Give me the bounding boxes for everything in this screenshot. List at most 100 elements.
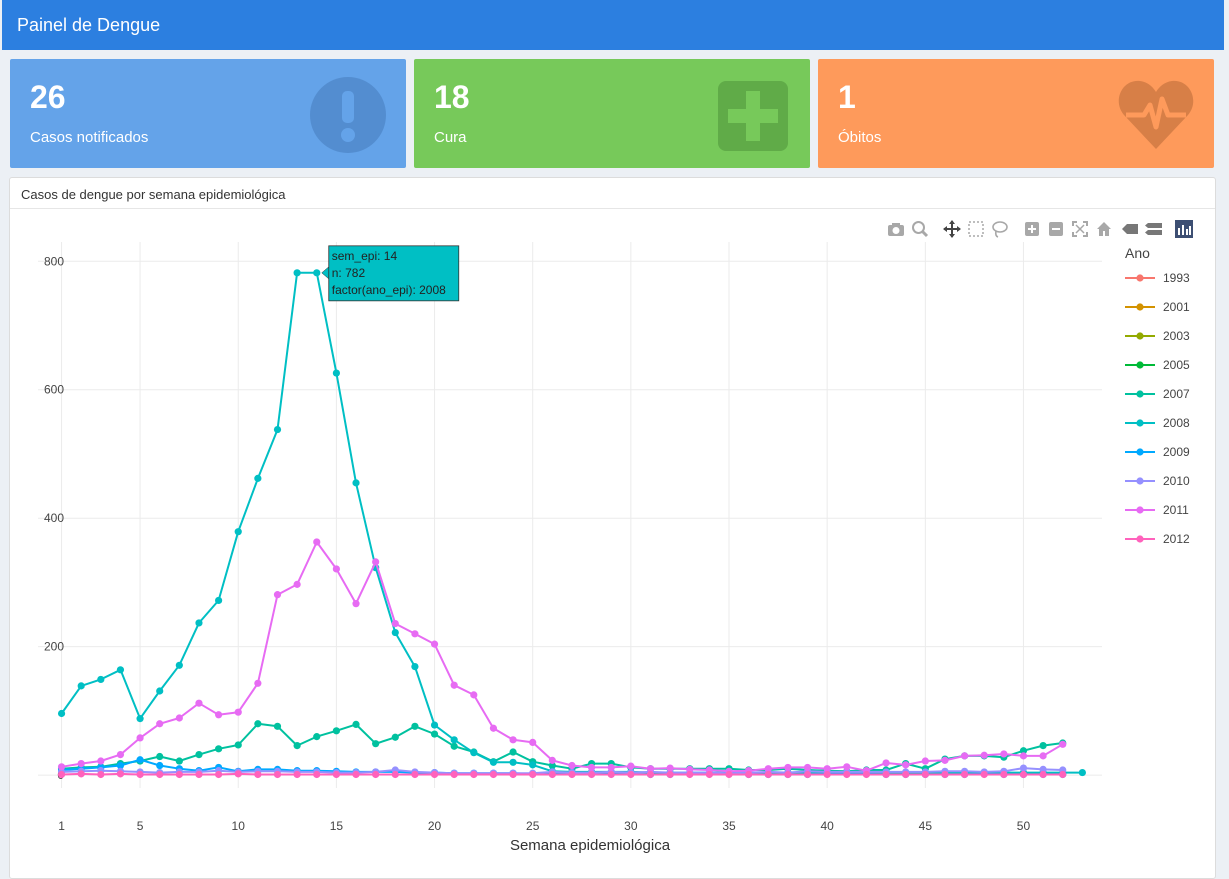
data-point-2012[interactable] [254,771,261,778]
data-point-2008[interactable] [333,369,340,376]
hover-compare-icon[interactable] [1145,223,1162,235]
data-point-2008[interactable] [352,479,359,486]
data-point-2008[interactable] [431,721,438,728]
data-point-2011[interactable] [490,725,497,732]
data-point-2012[interactable] [588,771,595,778]
data-point-2011[interactable] [176,714,183,721]
data-point-2012[interactable] [509,771,516,778]
data-point-2012[interactable] [568,771,575,778]
data-point-2011[interactable] [804,764,811,771]
data-point-2012[interactable] [745,771,752,778]
data-point-2012[interactable] [411,771,418,778]
data-point-2011[interactable] [254,680,261,687]
data-point-2012[interactable] [215,771,222,778]
data-point-2012[interactable] [647,771,654,778]
legend-item-2007[interactable]: 2007 [1163,387,1190,401]
zoom-in-icon[interactable] [1025,222,1039,236]
data-point-2012[interactable] [1020,771,1027,778]
data-point-2008[interactable] [313,269,320,276]
data-point-2012[interactable] [725,771,732,778]
data-point-2011[interactable] [117,751,124,758]
data-point-2012[interactable] [961,771,968,778]
data-point-2011[interactable] [274,591,281,598]
data-point-2011[interactable] [156,720,163,727]
data-point-2008[interactable] [529,761,536,768]
data-point-2008[interactable] [156,687,163,694]
data-point-2012[interactable] [352,771,359,778]
legend-swatch-marker[interactable] [1136,332,1143,339]
data-point-2012[interactable] [78,770,85,777]
data-point-2012[interactable] [706,771,713,778]
data-point-2011[interactable] [1059,741,1066,748]
data-point-2007[interactable] [235,741,242,748]
data-point-2007[interactable] [509,748,516,755]
data-point-2012[interactable] [136,771,143,778]
data-point-2012[interactable] [1059,771,1066,778]
legend-item-2005[interactable]: 2005 [1163,358,1190,372]
data-point-2012[interactable] [941,771,948,778]
data-point-2007[interactable] [431,730,438,737]
box-select-icon[interactable] [969,222,983,236]
data-point-2008[interactable] [117,666,124,673]
legend-item-2009[interactable]: 2009 [1163,445,1190,459]
data-point-2007[interactable] [372,740,379,747]
data-point-2011[interactable] [195,700,202,707]
data-point-2011[interactable] [922,757,929,764]
data-point-2012[interactable] [97,771,104,778]
data-point-2012[interactable] [470,771,477,778]
data-point-2007[interactable] [215,745,222,752]
data-point-2012[interactable] [490,771,497,778]
data-point-2011[interactable] [843,763,850,770]
data-point-2008[interactable] [235,528,242,535]
data-point-2011[interactable] [529,739,536,746]
series-line-2008[interactable] [62,273,1083,773]
data-point-2011[interactable] [431,641,438,648]
data-point-2008[interactable] [411,663,418,670]
data-point-2010[interactable] [1020,764,1027,771]
data-point-2011[interactable] [78,760,85,767]
data-point-2007[interactable] [176,757,183,764]
hover-closest-icon[interactable] [1122,224,1138,234]
legend-item-2008[interactable]: 2008 [1163,416,1190,430]
data-point-2012[interactable] [667,771,674,778]
data-point-2011[interactable] [235,709,242,716]
data-point-2012[interactable] [58,771,65,778]
data-point-2012[interactable] [372,771,379,778]
data-point-2008[interactable] [490,759,497,766]
series-line-2011[interactable] [62,542,1063,771]
data-point-2012[interactable] [156,771,163,778]
data-point-2007[interactable] [195,751,202,758]
data-point-2007[interactable] [254,720,261,727]
data-point-2012[interactable] [1040,771,1047,778]
data-point-2012[interactable] [922,771,929,778]
data-point-2011[interactable] [1040,752,1047,759]
legend-swatch-marker[interactable] [1136,506,1143,513]
data-point-2008[interactable] [136,715,143,722]
data-point-2011[interactable] [215,711,222,718]
data-point-2008[interactable] [509,759,516,766]
data-point-2011[interactable] [784,764,791,771]
data-point-2008[interactable] [274,426,281,433]
data-point-2007[interactable] [156,753,163,760]
legend-swatch-marker[interactable] [1136,274,1143,281]
data-point-2012[interactable] [765,771,772,778]
data-point-2011[interactable] [352,600,359,607]
legend-item-2003[interactable]: 2003 [1163,329,1190,343]
legend-swatch-marker[interactable] [1136,535,1143,542]
data-point-2012[interactable] [274,771,281,778]
data-point-2012[interactable] [117,770,124,777]
legend-swatch-marker[interactable] [1136,303,1143,310]
data-point-2008[interactable] [392,629,399,636]
data-point-2008[interactable] [58,710,65,717]
zoom-icon[interactable] [913,222,927,236]
data-point-2011[interactable] [667,764,674,771]
data-point-2012[interactable] [843,771,850,778]
data-point-2009[interactable] [156,762,163,769]
data-point-2012[interactable] [784,771,791,778]
data-point-2008[interactable] [176,662,183,669]
data-point-2011[interactable] [451,682,458,689]
data-point-2011[interactable] [58,763,65,770]
data-point-2012[interactable] [333,771,340,778]
data-point-2012[interactable] [294,771,301,778]
data-point-2008[interactable] [294,269,301,276]
